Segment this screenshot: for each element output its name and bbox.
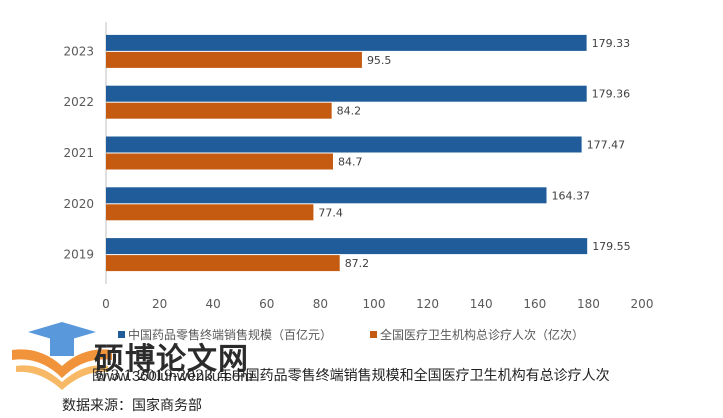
x-tick-label: 100 [363, 297, 386, 311]
bar-chart: 0 20 40 60 80 100 120 140 160 180 200 2023 179.33 95.… [63, 22, 654, 311]
bar-retail [106, 34, 587, 51]
data-label: 77.4 [318, 206, 343, 219]
bar-retail [106, 136, 582, 153]
x-tick-label: 200 [631, 297, 654, 311]
x-tick-label: 180 [577, 297, 600, 311]
x-tick-label: 120 [416, 297, 439, 311]
data-source: 数据来源：国家商务部 [62, 398, 202, 414]
bar-visits [106, 204, 314, 221]
bar-visits [106, 255, 340, 272]
watermark-name: 硕博论文网 [94, 342, 249, 377]
y-category-label: 2023 [63, 44, 94, 58]
bar-retail [106, 187, 547, 204]
y-category-label: 2022 [63, 95, 94, 109]
data-label: 95.5 [367, 54, 392, 67]
bar-retail [106, 238, 588, 255]
data-label: 179.33 [592, 37, 631, 50]
data-label: 179.55 [592, 240, 631, 253]
chart-legend: 中国药品零售终端销售规模（百亿元） 全国医疗卫生机构总诊疗人次（亿次） [118, 326, 622, 343]
data-label: 84.2 [337, 105, 362, 118]
legend-swatch-retail [118, 331, 125, 338]
watermark-logo-icon [12, 322, 112, 390]
y-category-label: 2020 [63, 197, 94, 211]
x-tick-label: 60 [259, 297, 274, 311]
x-tick-label: 80 [313, 297, 328, 311]
bar-visits [106, 102, 332, 119]
y-category-label: 2021 [63, 146, 94, 160]
data-label: 179.36 [592, 88, 631, 101]
x-tick-label: 40 [206, 297, 221, 311]
bar-retail [106, 85, 587, 102]
y-category-label: 2019 [63, 248, 94, 262]
legend-label-visits: 全国医疗卫生机构总诊疗人次（亿次） [380, 328, 585, 342]
data-label: 177.47 [587, 139, 626, 152]
x-tick-label: 160 [523, 297, 546, 311]
x-tick-label: 20 [152, 297, 167, 311]
data-label: 164.37 [552, 189, 591, 202]
figure-caption: 图 3.1 2019-2023 年中国药品零售终端销售规模和全国医疗卫生机构有总… [92, 368, 610, 384]
legend-swatch-visits [370, 331, 378, 338]
legend-item-retail: 中国药品零售终端销售规模（百亿元） [118, 326, 332, 343]
data-label: 84.7 [338, 156, 363, 169]
x-tick-label: 0 [102, 297, 110, 311]
legend-label-retail: 中国药品零售终端销售规模（百亿元） [128, 328, 333, 342]
watermark-url: www.360lunwenku.com [96, 368, 253, 385]
bar-visits [106, 51, 362, 68]
bar-visits [106, 153, 333, 170]
legend-item-visits: 全国医疗卫生机构总诊疗人次（亿次） [370, 326, 584, 343]
data-label: 87.2 [345, 257, 370, 270]
x-tick-label: 140 [470, 297, 493, 311]
